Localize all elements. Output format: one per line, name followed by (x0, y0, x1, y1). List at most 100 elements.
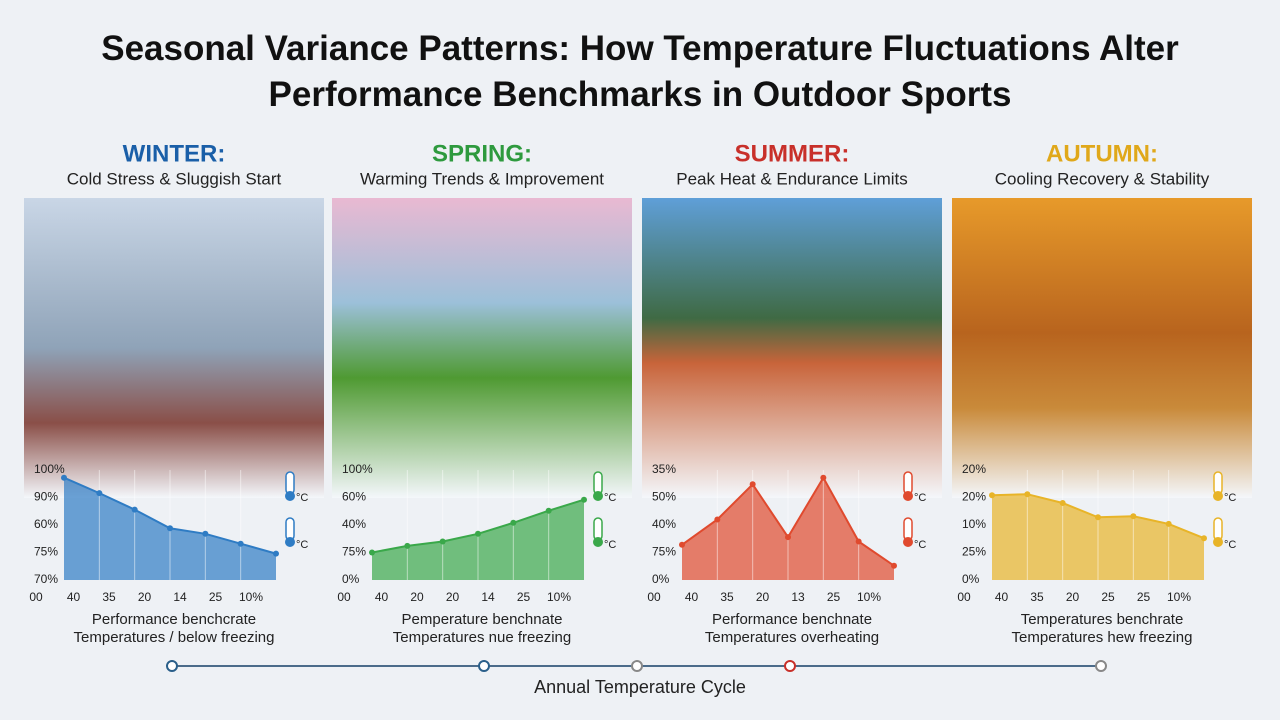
x-tick-label: 10% (1167, 590, 1191, 604)
timeline-label: Annual Temperature Cycle (534, 677, 746, 697)
y-axis-label: 25% (962, 545, 986, 559)
caption: Temperatures hew freezing (1012, 629, 1193, 646)
y-axis-label: 40% (342, 517, 366, 531)
x-tick-label: 10% (857, 590, 881, 604)
season-photo (332, 198, 632, 498)
unit-label: °C (914, 539, 926, 551)
page-title: Seasonal Variance Patterns: How Temperat… (101, 29, 1179, 114)
x-tick-label: 40 (995, 590, 1009, 604)
y-axis-label: 75% (34, 545, 58, 559)
season-subtitle: Peak Heat & Endurance Limits (676, 169, 908, 188)
point (273, 550, 279, 557)
x-tick-label: 20 (446, 590, 460, 604)
y-axis-label: 60% (34, 517, 58, 531)
y-axis-label: 100% (342, 462, 373, 476)
point (1024, 491, 1031, 498)
point (785, 534, 791, 541)
x-tick-label: 35 (102, 590, 116, 604)
y-axis-label: 90% (34, 490, 58, 504)
point (1130, 513, 1137, 520)
y-axis-label: 20% (962, 490, 986, 504)
x-tick-label: 25 (827, 590, 841, 604)
x-tick-label: 14 (481, 590, 495, 604)
thermometer-icon (593, 491, 603, 501)
season-subtitle: Cold Stress & Sluggish Start (67, 169, 282, 188)
x-tick-label: 00 (647, 590, 661, 604)
y-axis-label: 20% (962, 462, 986, 476)
x-tick-label: 20 (410, 590, 424, 604)
y-axis-label: 0% (342, 572, 360, 586)
y-axis-label: 0% (652, 572, 670, 586)
unit-label: °C (1224, 492, 1236, 504)
y-axis-label: 35% (652, 462, 676, 476)
x-tick-label: 20 (1066, 590, 1080, 604)
thermometer-icon (903, 537, 913, 547)
point (439, 538, 446, 545)
thermometer-icon (593, 471, 603, 495)
unit-label: °C (604, 492, 616, 504)
thermometer-icon (285, 517, 295, 541)
y-axis-label: 75% (342, 545, 366, 559)
unit-label: °C (604, 539, 616, 551)
point (167, 525, 173, 532)
unit-label: °C (1224, 539, 1236, 551)
y-axis-label: 60% (342, 490, 366, 504)
thermometer-icon (285, 537, 295, 547)
timeline-node (166, 660, 178, 672)
point (96, 490, 103, 497)
season-subtitle: Cooling Recovery & Stability (995, 169, 1210, 188)
point (679, 541, 685, 548)
thermometer-icon (1213, 471, 1223, 495)
y-axis-label: 50% (652, 490, 676, 504)
x-tick-label: 14 (173, 590, 187, 604)
thermometer-icon (593, 517, 603, 541)
caption: Temperatures benchrate (1021, 611, 1184, 628)
x-tick-label: 00 (337, 590, 351, 604)
x-tick-label: 25 (1137, 590, 1151, 604)
caption: Performance benchcrate (92, 611, 256, 628)
point (714, 516, 721, 523)
point (1059, 500, 1066, 506)
thermometer-icon (1213, 517, 1223, 541)
point (475, 530, 481, 537)
thermometer-icon (1213, 491, 1223, 501)
timeline-node (478, 660, 490, 672)
point (749, 481, 756, 488)
thermometer-icon (1213, 537, 1223, 547)
point (369, 549, 375, 556)
timeline-node (1095, 660, 1107, 672)
y-axis-label: 40% (652, 517, 676, 531)
timeline-node (784, 660, 796, 672)
caption: Temperatures nue freezing (393, 629, 571, 646)
point (510, 519, 517, 526)
point (1095, 514, 1101, 521)
thermometer-icon (903, 471, 913, 495)
unit-label: °C (914, 492, 926, 504)
x-tick-label: 00 (29, 590, 43, 604)
x-tick-label: 40 (375, 590, 389, 604)
point (891, 562, 897, 569)
point (581, 496, 587, 503)
x-tick-label: 25 (1101, 590, 1115, 604)
y-axis-label: 70% (34, 572, 58, 586)
point (1165, 520, 1172, 527)
thermometer-icon (285, 491, 295, 501)
caption: Pemperature benchnate (402, 611, 563, 628)
x-tick-label: 10% (239, 590, 263, 604)
caption: Performance benchnate (712, 611, 872, 628)
x-tick-label: 40 (67, 590, 81, 604)
point (1201, 535, 1207, 542)
thermometer-icon (285, 471, 295, 495)
y-axis-label: 75% (652, 545, 676, 559)
season-photo (642, 198, 942, 498)
y-axis-label: 0% (962, 572, 980, 586)
point (202, 530, 209, 537)
point (989, 492, 995, 499)
point (855, 538, 862, 545)
x-tick-label: 40 (685, 590, 699, 604)
season-title: SUMMER: (735, 140, 850, 167)
x-tick-label: 00 (957, 590, 971, 604)
x-tick-label: 25 (517, 590, 531, 604)
